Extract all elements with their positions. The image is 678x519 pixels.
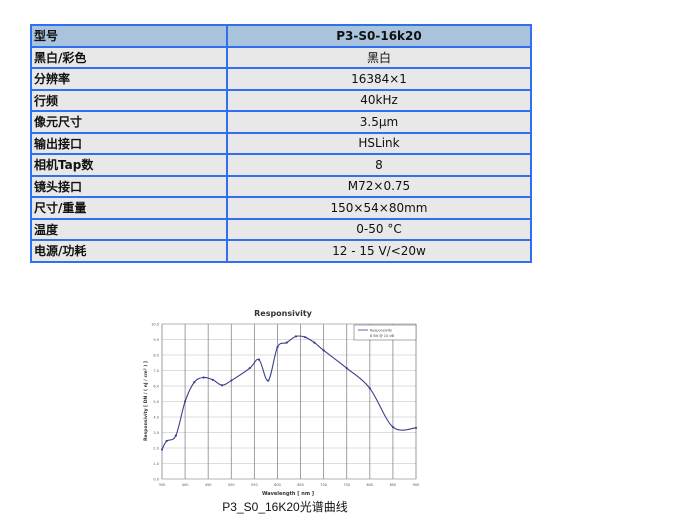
data-point xyxy=(313,341,316,344)
data-point xyxy=(193,381,196,384)
spec-row: 行频 40kHz xyxy=(30,88,532,112)
y-tick-label: 0.0 xyxy=(153,478,159,482)
y-tick-label: 8.0 xyxy=(153,354,159,358)
y-tick-label: 10.0 xyxy=(151,323,159,327)
spec-key: 行频 xyxy=(30,88,228,112)
x-tick-label: 750 xyxy=(343,483,350,487)
data-point xyxy=(322,349,325,352)
spec-value: 12 - 15 V/<20w xyxy=(226,239,532,263)
data-point xyxy=(183,400,187,403)
legend-sublabel: 8 Bit @ 10 dB xyxy=(370,334,395,338)
spec-row: 型号 P3-S0-16k20 xyxy=(30,24,532,48)
y-tick-label: 9.0 xyxy=(153,338,159,342)
spec-value: 黑白 xyxy=(226,45,532,69)
responsivity-chart: Responsivity Wavelength [ nm ] Responsiv… xyxy=(143,309,420,497)
x-tick-label: 550 xyxy=(251,483,258,487)
spec-key: 分辨率 xyxy=(30,67,228,91)
spec-row: 分辨率 16384×1 xyxy=(30,67,532,91)
data-point xyxy=(345,367,348,370)
y-tick-label: 2.0 xyxy=(153,447,159,451)
spec-value: 16384×1 xyxy=(226,67,532,91)
spec-value: HSLink xyxy=(226,131,532,155)
data-point xyxy=(414,426,418,429)
spec-row: 尺寸/重量 150×54×80mm xyxy=(30,196,532,220)
spec-row: 黑白/彩色 黑白 xyxy=(30,45,532,69)
data-point xyxy=(211,378,214,381)
data-point xyxy=(257,358,261,361)
data-point xyxy=(220,384,224,387)
spec-row: 镜头接口 M72×0.75 xyxy=(30,174,532,198)
data-point xyxy=(230,379,233,382)
data-point xyxy=(165,439,168,443)
spec-row: 温度 0-50 °C xyxy=(30,217,532,241)
x-tick-label: 450 xyxy=(205,483,212,487)
y-tick-label: 7.0 xyxy=(153,369,159,373)
spec-value: 150×54×80mm xyxy=(226,196,532,220)
x-tick-label: 600 xyxy=(274,483,281,487)
spec-value: P3-S0-16k20 xyxy=(226,24,532,48)
spec-key: 尺寸/重量 xyxy=(30,196,228,220)
spec-key: 黑白/彩色 xyxy=(30,45,228,69)
data-point xyxy=(304,336,307,339)
x-tick-label: 900 xyxy=(413,483,420,487)
x-tick-label: 350 xyxy=(159,483,166,487)
spec-row: 电源/功耗 12 - 15 V/<20w xyxy=(30,239,532,263)
data-point xyxy=(276,346,279,349)
data-point xyxy=(368,387,371,390)
spec-value: 0-50 °C xyxy=(226,217,532,241)
x-tick-label: 400 xyxy=(182,483,189,487)
spec-row: 相机Tap数 8 xyxy=(30,153,532,177)
spec-key: 镜头接口 xyxy=(30,174,228,198)
x-tick-label: 700 xyxy=(320,483,327,487)
data-point xyxy=(202,376,205,379)
spec-value: 8 xyxy=(226,153,532,177)
y-tick-label: 5.0 xyxy=(153,400,159,404)
y-tick-label: 1.0 xyxy=(153,462,159,466)
data-point xyxy=(160,448,164,451)
spec-row: 像元尺寸 3.5μm xyxy=(30,110,532,134)
series-line xyxy=(161,335,417,450)
spec-key: 输出接口 xyxy=(30,131,228,155)
spec-table: 型号 P3-S0-16k20 黑白/彩色 黑白 分辨率 16384×1 行频 40kHz 像元尺… xyxy=(30,24,532,263)
x-tick-label: 500 xyxy=(228,483,235,487)
chart-title: Responsivity xyxy=(254,309,313,318)
spec-key: 型号 xyxy=(30,24,228,48)
x-tick-label: 650 xyxy=(297,483,304,487)
y-tick-label: 3.0 xyxy=(153,431,159,435)
legend-box xyxy=(353,324,417,341)
spec-key: 像元尺寸 xyxy=(30,110,228,134)
data-point xyxy=(391,425,395,429)
legend-label: Responsivity xyxy=(370,329,392,333)
data-point xyxy=(248,367,251,370)
data-point xyxy=(174,434,177,437)
spec-value: 3.5μm xyxy=(226,110,532,134)
chart-caption: P3_S0_16K20光谱曲线 xyxy=(222,500,348,514)
plot-frame xyxy=(161,323,417,480)
data-point xyxy=(294,335,298,338)
spec-key: 相机Tap数 xyxy=(30,153,228,177)
y-tick-label: 4.0 xyxy=(153,416,159,420)
data-point xyxy=(285,341,288,344)
data-point xyxy=(267,379,270,382)
x-tick-label: 800 xyxy=(366,483,373,487)
spec-key: 电源/功耗 xyxy=(30,239,228,263)
spec-row: 输出接口 HSLink xyxy=(30,131,532,155)
y-axis-label: Responsivity [ DN / ( nJ / cm² ) ] xyxy=(143,361,149,441)
x-axis-label: Wavelength [ nm ] xyxy=(262,491,314,497)
x-tick-label: 850 xyxy=(390,483,397,487)
y-tick-label: 6.0 xyxy=(153,385,159,389)
spec-value: M72×0.75 xyxy=(226,174,532,198)
spec-value: 40kHz xyxy=(226,88,532,112)
spec-key: 温度 xyxy=(30,217,228,241)
